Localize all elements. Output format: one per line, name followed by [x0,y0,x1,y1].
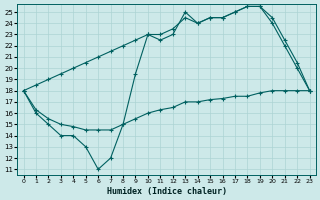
X-axis label: Humidex (Indice chaleur): Humidex (Indice chaleur) [107,187,227,196]
